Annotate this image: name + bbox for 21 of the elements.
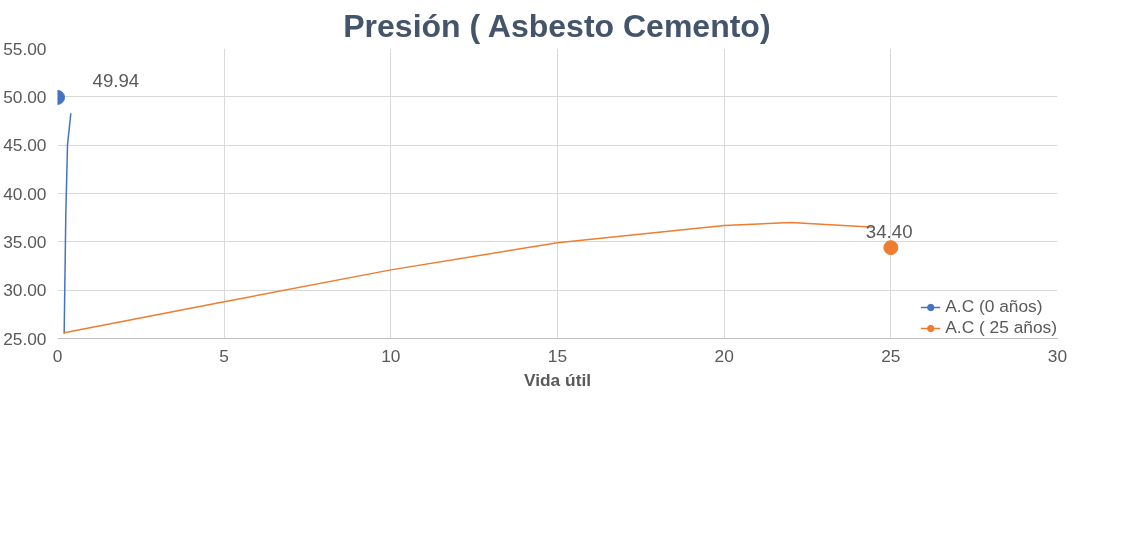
- x-tick-label: 25: [881, 345, 901, 366]
- x-axis-title: Vida útil: [523, 369, 592, 390]
- x-tick-label: 5: [219, 345, 229, 366]
- line-series: [63, 112, 72, 335]
- x-tick-label: 10: [381, 345, 401, 366]
- y-tick-label: 30.00: [3, 280, 47, 301]
- chart-title: Presión ( Asbesto Cemento): [343, 7, 771, 44]
- data-label: 49.94: [92, 70, 140, 92]
- x-tick-label: 20: [714, 345, 734, 366]
- legend-label: A.C (0 años): [945, 296, 1043, 317]
- x-tick-label: 30: [1047, 345, 1068, 366]
- y-tick-label: 40.00: [3, 183, 47, 204]
- data-label: 34.40: [865, 220, 913, 242]
- x-tick-label: 15: [547, 345, 568, 366]
- y-tick-label: 35.00: [3, 231, 47, 252]
- x-tick-label: 0: [52, 345, 63, 366]
- y-tick-label: 50.00: [3, 86, 47, 107]
- legend-label: A.C ( 25 años): [945, 317, 1057, 338]
- y-tick-label: 45.00: [3, 135, 47, 156]
- y-tick-label: 55.00: [3, 38, 47, 59]
- y-tick-label: 25.00: [3, 328, 47, 349]
